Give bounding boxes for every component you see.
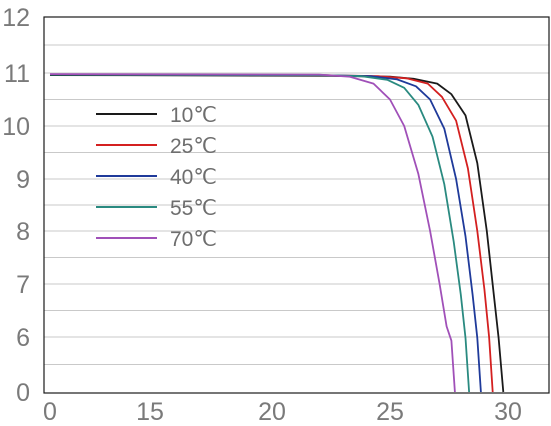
plot-frame	[43, 16, 550, 394]
y-tick-label: 9	[16, 166, 30, 194]
legend-label: 55℃	[170, 197, 217, 220]
y-tick-label: 0	[16, 379, 30, 407]
x-tick-label: 15	[136, 398, 164, 426]
y-tick-label: 8	[16, 218, 30, 246]
x-tick-label: 30	[494, 398, 522, 426]
legend-label: 10℃	[170, 104, 217, 127]
legend-label: 25℃	[170, 135, 217, 158]
series-lines	[49, 73, 505, 393]
legend-label: 70℃	[170, 228, 217, 251]
x-tick-labels: 0 15 20 25 30	[43, 398, 522, 426]
gridlines	[44, 44, 549, 365]
series-line	[49, 73, 470, 393]
series-line	[49, 73, 482, 393]
series-line	[49, 74, 505, 393]
y-tick-label: 7	[16, 271, 30, 299]
legend-label: 40℃	[170, 166, 217, 189]
x-tick-label: 20	[258, 398, 286, 426]
x-tick-label: 0	[43, 398, 57, 426]
y-tick-label: 11	[4, 60, 30, 88]
series-line	[49, 73, 456, 393]
y-tick-label: 10	[2, 113, 30, 141]
x-tick-label: 25	[376, 398, 404, 426]
legend: 10℃ 25℃ 40℃ 55℃ 70℃	[96, 104, 217, 251]
y-tick-label: 12	[2, 4, 30, 32]
y-tick-label: 6	[16, 324, 30, 352]
y-tick-labels: 0 6 7 8 9 10 11 12	[2, 4, 30, 407]
